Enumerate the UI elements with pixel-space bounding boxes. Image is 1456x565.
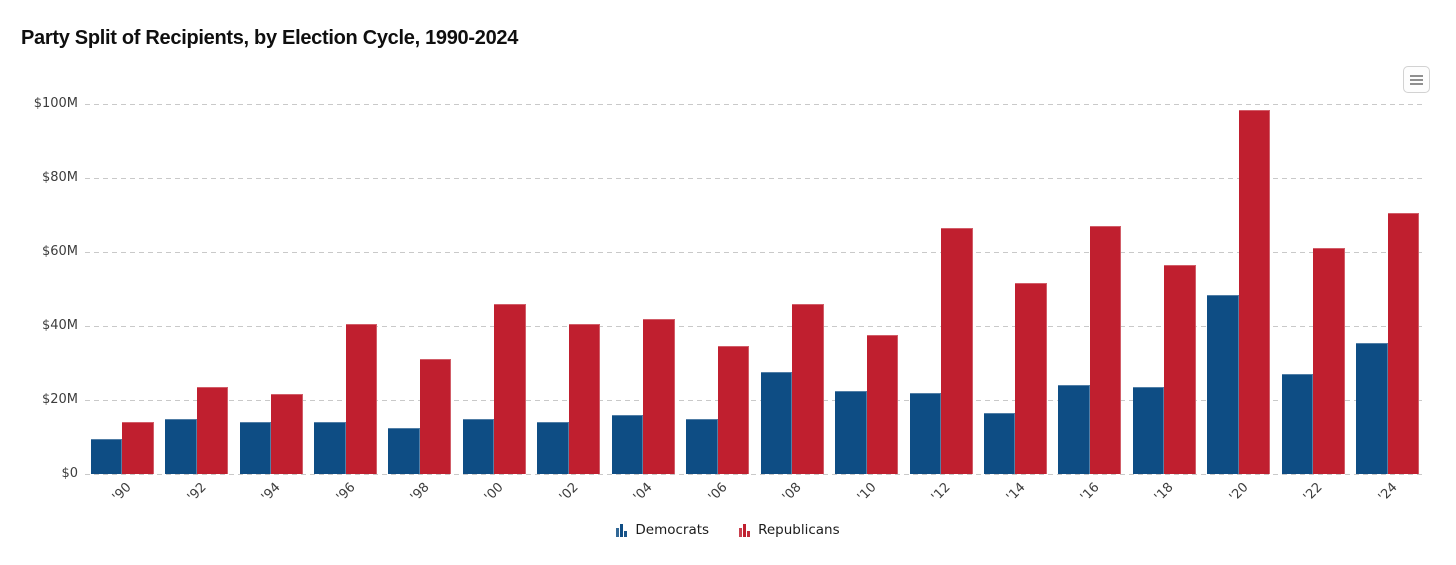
bar-group-98 xyxy=(383,104,457,474)
bar-group-20 xyxy=(1202,104,1276,474)
legend-label: Republicans xyxy=(758,522,840,538)
bar-republicans-14[interactable] xyxy=(1015,283,1047,474)
chart-title: Party Split of Recipients, by Election C… xyxy=(21,27,519,49)
y-tick-label: $0 xyxy=(61,466,78,481)
mini-bar-chart-icon xyxy=(739,523,751,537)
bar-group-96 xyxy=(308,104,382,474)
gridline-60 xyxy=(85,252,1425,253)
bar-democrats-20[interactable] xyxy=(1207,294,1239,474)
bar-democrats-94[interactable] xyxy=(239,422,272,474)
bar-group-12 xyxy=(904,104,978,474)
bar-democrats-96[interactable] xyxy=(314,422,346,474)
bar-group-02 xyxy=(532,104,606,474)
bar-democrats-00[interactable] xyxy=(462,418,495,474)
bar-group-10 xyxy=(829,104,903,474)
bar-republicans-90[interactable] xyxy=(122,422,154,474)
gridline-20 xyxy=(85,400,1425,401)
bar-republicans-24[interactable] xyxy=(1387,213,1420,474)
bar-democrats-08[interactable] xyxy=(760,372,793,474)
bar-democrats-22[interactable] xyxy=(1281,374,1314,474)
y-tick-label: $100M xyxy=(33,96,78,111)
bar-democrats-24[interactable] xyxy=(1356,342,1388,474)
bar-republicans-00[interactable] xyxy=(494,303,526,474)
legend-item-democrats: Democrats xyxy=(616,522,709,538)
bar-democrats-06[interactable] xyxy=(686,418,718,474)
bar-group-06 xyxy=(681,104,755,474)
bar-group-16 xyxy=(1053,104,1127,474)
bar-group-22 xyxy=(1276,104,1350,474)
bar-democrats-12[interactable] xyxy=(909,392,942,474)
bar-republicans-22[interactable] xyxy=(1313,248,1345,474)
bar-democrats-16[interactable] xyxy=(1058,385,1090,474)
y-tick-label: $20M xyxy=(41,392,78,407)
bar-republicans-98[interactable] xyxy=(419,359,452,474)
y-axis: $0 $20M $40M $60M $80M $100M xyxy=(0,96,78,481)
bar-republicans-96[interactable] xyxy=(345,324,378,474)
bar-group-14 xyxy=(978,104,1052,474)
bar-democrats-92[interactable] xyxy=(165,418,197,474)
bar-group-04 xyxy=(606,104,680,474)
bar-democrats-98[interactable] xyxy=(388,427,420,474)
bar-group-94 xyxy=(234,104,308,474)
bar-democrats-18[interactable] xyxy=(1132,387,1165,474)
bar-democrats-10[interactable] xyxy=(835,390,867,474)
y-tick-label: $60M xyxy=(41,244,78,259)
y-tick-label: $40M xyxy=(41,318,78,333)
bar-republicans-94[interactable] xyxy=(271,394,303,474)
x-axis: '90'92'94'96'98'00'02'04'06'08'10'12'14 '… xyxy=(85,474,1425,516)
bar-republicans-18[interactable] xyxy=(1164,264,1196,474)
bar-republicans-16[interactable] xyxy=(1089,226,1122,474)
mini-bar-chart-icon xyxy=(616,523,628,537)
bar-democrats-02[interactable] xyxy=(537,422,569,474)
bar-republicans-92[interactable] xyxy=(196,387,229,474)
gridline-0 xyxy=(85,474,1425,475)
bar-republicans-02[interactable] xyxy=(568,324,601,474)
bar-democrats-04[interactable] xyxy=(611,414,644,474)
bar-democrats-90[interactable] xyxy=(90,438,123,474)
hamburger-icon xyxy=(1410,74,1423,85)
bar-republicans-10[interactable] xyxy=(866,335,899,474)
y-tick-label: $80M xyxy=(41,170,78,185)
legend: Democrats Republicans xyxy=(0,516,1456,544)
menu-button[interactable] xyxy=(1403,66,1430,93)
bar-republicans-20[interactable] xyxy=(1238,109,1271,474)
bar-group-18 xyxy=(1127,104,1201,474)
bar-group-24 xyxy=(1350,104,1424,474)
bar-republicans-08[interactable] xyxy=(792,303,824,474)
plot-area xyxy=(85,104,1425,475)
gridline-80 xyxy=(85,178,1425,179)
bar-group-90 xyxy=(85,104,159,474)
gridline-100 xyxy=(85,104,1425,105)
legend-label: Democrats xyxy=(635,522,710,538)
bar-group-92 xyxy=(159,104,233,474)
bar-republicans-04[interactable] xyxy=(643,318,675,474)
bar-group-08 xyxy=(755,104,829,474)
bar-democrats-14[interactable] xyxy=(983,412,1016,474)
bar-republicans-12[interactable] xyxy=(941,227,973,474)
bar-series xyxy=(85,104,1425,474)
bar-republicans-06[interactable] xyxy=(717,346,750,474)
gridline-40 xyxy=(85,326,1425,327)
legend-item-republicans: Republicans xyxy=(739,522,840,538)
bar-group-00 xyxy=(457,104,531,474)
